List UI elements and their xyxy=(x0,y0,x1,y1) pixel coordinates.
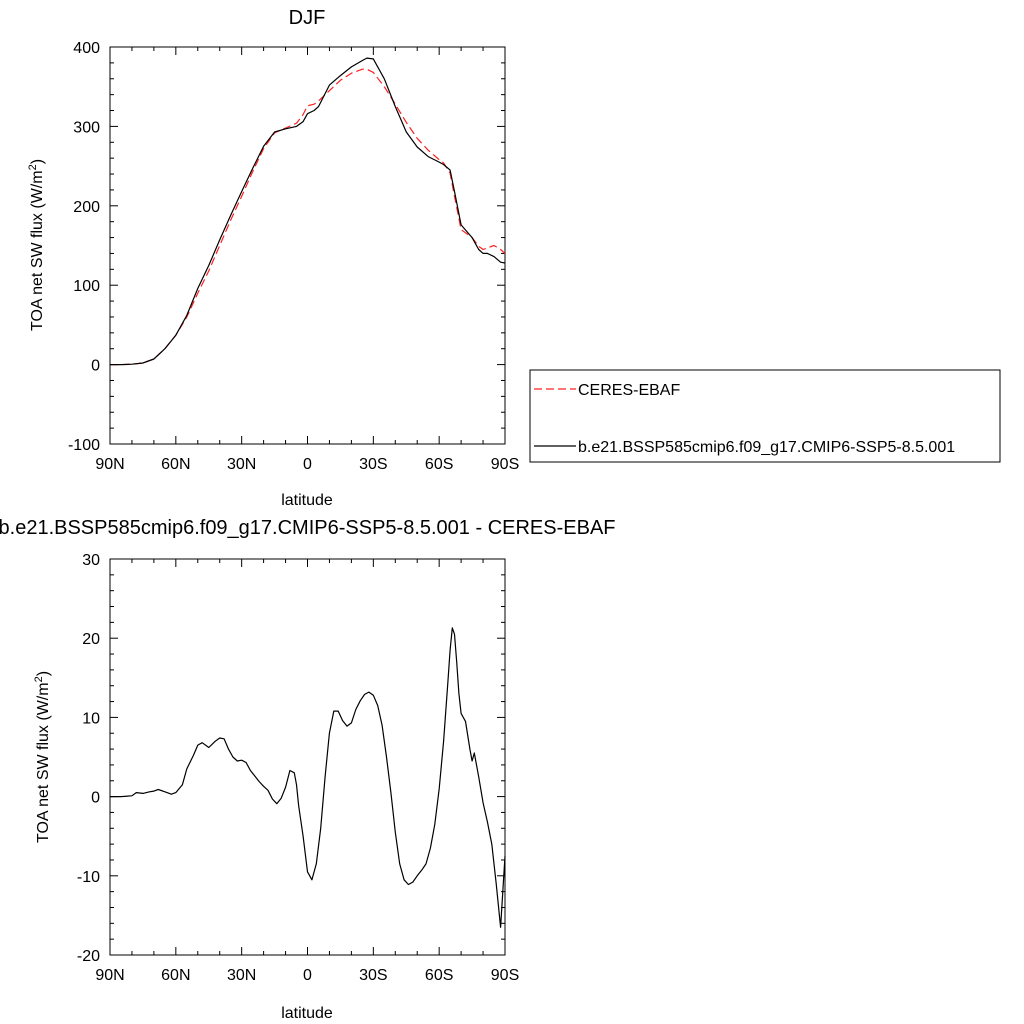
top-series-line-1 xyxy=(110,57,506,366)
legend-label-model: b.e21.BSSP585cmip6.f09_g17.CMIP6-SSP5-8.… xyxy=(578,439,955,456)
bottom-ytick-label: -10 xyxy=(77,869,100,886)
top-ylabel-main: TOA net SW flux (W/m xyxy=(29,170,46,331)
legend-box xyxy=(529,369,1001,463)
bottom-ytick-label: 30 xyxy=(82,552,100,569)
bottom-xtick-label: 60N xyxy=(161,967,190,984)
bottom-chart-plot-area: 90N 60N 30N 0 30S 60S 90S -20 -10 0 10 20 30 xyxy=(77,552,519,984)
bottom-xtick-label: 90S xyxy=(491,967,519,984)
bottom-plot-frame xyxy=(109,558,506,956)
bottom-ytick-label: 20 xyxy=(82,631,100,648)
top-ytick-label: 0 xyxy=(91,358,100,375)
bottom-chart-title: b.e21.BSSP585cmip6.f09_g17.CMIP6-SSP5-8.… xyxy=(0,517,615,539)
bottom-ylabel-main: TOA net SW flux (W/m xyxy=(35,682,52,843)
top-ytick-label: 300 xyxy=(73,119,100,136)
bottom-xtick-label: 0 xyxy=(303,967,312,984)
bottom-chart-panel: b.e21.BSSP585cmip6.f09_g17.CMIP6-SSP5-8.… xyxy=(0,517,615,1022)
top-chart-plot-area: 90N 60N 30N 0 30S 60S 90S -100 0 100 200 300 400 xyxy=(68,40,519,473)
top-ytick-label: -100 xyxy=(68,437,100,454)
top-chart-ylabel: TOA net SW flux (W/m2) xyxy=(27,159,46,331)
top-chart-panel: DJF TOA net SW flux (W/m2) latitude 90N 6… xyxy=(27,7,519,509)
top-chart-xlabel: latitude xyxy=(281,492,333,509)
top-plot-frame xyxy=(109,46,506,445)
legend: CERES-EBAF b.e21.BSSP585cmip6.f09_g17.CM… xyxy=(529,369,1001,463)
bottom-series-line-0 xyxy=(110,627,506,928)
bottom-chart-ylabel: TOA net SW flux (W/m2) xyxy=(33,671,52,843)
top-ytick-label: 400 xyxy=(73,40,100,57)
top-ylabel-sup: 2 xyxy=(27,164,39,170)
bottom-ylabel-sup: 2 xyxy=(33,676,45,682)
top-ytick-label: 200 xyxy=(73,199,100,216)
bottom-xtick-label: 30S xyxy=(359,967,387,984)
bottom-ytick-label: 10 xyxy=(82,710,100,727)
bottom-ytick-label: -20 xyxy=(77,948,100,965)
top-xtick-label: 90N xyxy=(95,456,124,473)
top-xtick-label: 60N xyxy=(161,456,190,473)
top-chart-ylabel-text: TOA net SW flux (W/m2) xyxy=(27,159,46,331)
top-xtick-label: 30N xyxy=(227,456,256,473)
bottom-chart-xlabel: latitude xyxy=(281,1005,333,1022)
bottom-chart-ylabel-text: TOA net SW flux (W/m2) xyxy=(33,671,52,843)
top-ytick-label: 100 xyxy=(73,278,100,295)
bottom-xtick-label: 90N xyxy=(95,967,124,984)
top-xtick-label: 60S xyxy=(425,456,453,473)
legend-label-ceres: CERES-EBAF xyxy=(578,382,680,399)
bottom-ytick-label: 0 xyxy=(91,790,100,807)
top-xtick-label: 90S xyxy=(491,456,519,473)
bottom-xtick-label: 60S xyxy=(425,967,453,984)
top-xtick-label: 0 xyxy=(303,456,312,473)
top-chart-title: DJF xyxy=(289,7,326,29)
top-xtick-label: 30S xyxy=(359,456,387,473)
top-ylabel-close: ) xyxy=(29,159,46,164)
bottom-ylabel-close: ) xyxy=(35,671,52,676)
top-series-line-0 xyxy=(110,68,506,366)
bottom-xtick-label: 30N xyxy=(227,967,256,984)
